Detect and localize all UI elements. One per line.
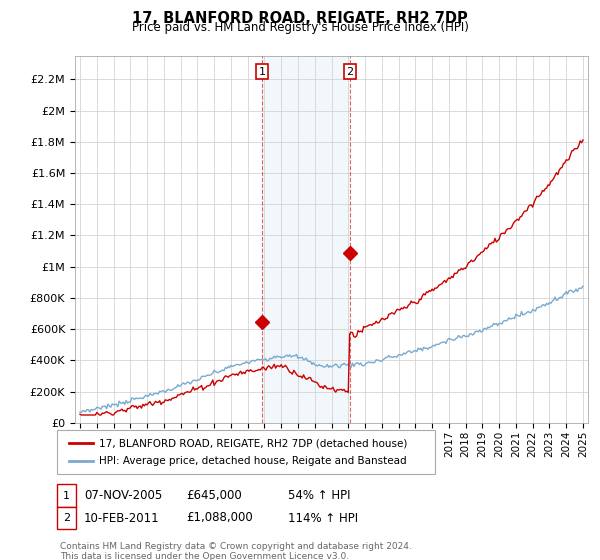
Text: 17, BLANFORD ROAD, REIGATE, RH2 7DP: 17, BLANFORD ROAD, REIGATE, RH2 7DP bbox=[132, 11, 468, 26]
Text: 07-NOV-2005: 07-NOV-2005 bbox=[84, 489, 162, 502]
Text: 2: 2 bbox=[63, 513, 70, 523]
Text: 17, BLANFORD ROAD, REIGATE, RH2 7DP (detached house): 17, BLANFORD ROAD, REIGATE, RH2 7DP (det… bbox=[99, 438, 407, 449]
Text: 1: 1 bbox=[63, 491, 70, 501]
Text: 10-FEB-2011: 10-FEB-2011 bbox=[84, 511, 160, 525]
Text: 114% ↑ HPI: 114% ↑ HPI bbox=[288, 511, 358, 525]
Text: 54% ↑ HPI: 54% ↑ HPI bbox=[288, 489, 350, 502]
Text: 1: 1 bbox=[259, 67, 265, 77]
Text: HPI: Average price, detached house, Reigate and Banstead: HPI: Average price, detached house, Reig… bbox=[99, 455, 407, 465]
Text: Price paid vs. HM Land Registry's House Price Index (HPI): Price paid vs. HM Land Registry's House … bbox=[131, 21, 469, 34]
Text: 2: 2 bbox=[346, 67, 353, 77]
Text: £1,088,000: £1,088,000 bbox=[186, 511, 253, 525]
Text: £645,000: £645,000 bbox=[186, 489, 242, 502]
Bar bbox=[262, 56, 350, 423]
Text: Contains HM Land Registry data © Crown copyright and database right 2024.
This d: Contains HM Land Registry data © Crown c… bbox=[60, 542, 412, 560]
